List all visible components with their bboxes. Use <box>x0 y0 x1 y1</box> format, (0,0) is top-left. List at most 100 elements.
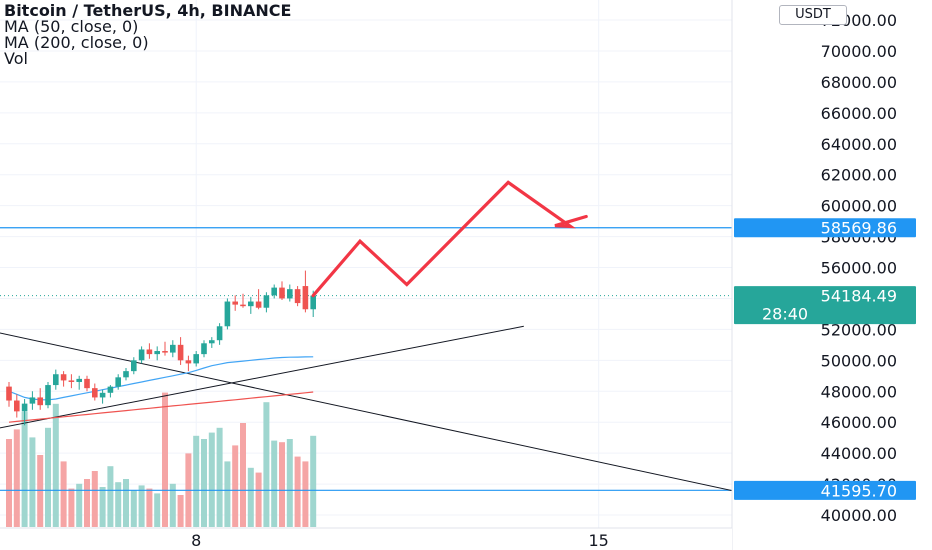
candle-body <box>68 380 75 382</box>
volume-bar <box>68 488 75 527</box>
volume-bar <box>216 427 223 527</box>
candle-body <box>45 385 51 406</box>
resistance-price-label: 58569.86 <box>821 219 897 238</box>
volume-bar <box>154 493 161 527</box>
candle-body <box>302 286 309 310</box>
projection-path <box>311 180 588 298</box>
price-tick-label: 62000.00 <box>821 166 897 185</box>
price-axis-background <box>732 0 932 550</box>
volume-bar <box>286 439 293 527</box>
candle <box>138 346 145 364</box>
volume-bar <box>13 429 20 527</box>
candle <box>193 351 199 367</box>
candle-body <box>271 287 277 296</box>
volume-bar <box>138 485 145 527</box>
candle <box>224 298 231 330</box>
volume-bar <box>99 487 106 527</box>
price-axis[interactable]: 72000.0070000.0068000.0066000.0064000.00… <box>731 0 932 550</box>
candle <box>60 371 67 387</box>
volume-indicator-label[interactable]: Vol <box>4 49 28 68</box>
price-tick-label: 64000.00 <box>821 135 897 154</box>
candle <box>201 340 207 358</box>
volume-bar <box>193 435 200 527</box>
candle <box>21 398 28 426</box>
candle <box>14 394 20 418</box>
candle <box>115 374 121 390</box>
candle <box>29 391 36 410</box>
candle <box>294 286 301 307</box>
candle-body <box>76 378 82 382</box>
candle-body <box>6 386 12 401</box>
candle-body <box>146 349 153 355</box>
candle-body <box>201 343 207 355</box>
candle <box>240 293 246 308</box>
candle <box>107 385 114 398</box>
candle <box>170 340 176 358</box>
volume-bar <box>6 439 12 527</box>
volume-bar <box>60 461 67 527</box>
candle-body <box>162 351 168 353</box>
current-price-label-background <box>734 286 916 325</box>
candle <box>92 383 98 401</box>
candle-body <box>84 378 90 389</box>
volume-bar <box>45 427 51 527</box>
time-tick-label: 15 <box>589 531 609 550</box>
time-axis[interactable]: 8 15 <box>0 527 732 550</box>
currency-button[interactable]: USDT <box>779 5 847 25</box>
volume-bar <box>76 483 83 527</box>
candlesticks <box>6 270 316 426</box>
candle-body <box>53 374 59 386</box>
volume-bar <box>21 411 28 527</box>
price-tick-label: 40000.00 <box>821 506 897 525</box>
candle <box>84 375 90 392</box>
candle-body <box>21 403 28 412</box>
candle-body <box>263 295 270 308</box>
candle <box>131 357 137 375</box>
candle <box>68 374 75 389</box>
volume-bar <box>146 488 153 527</box>
price-tick-label: 60000.00 <box>821 197 897 216</box>
candle-body <box>193 354 199 364</box>
chart-overlays <box>0 227 774 501</box>
candle <box>154 346 160 361</box>
candle <box>146 343 153 359</box>
candle-body <box>224 301 231 327</box>
chart-grid <box>0 0 732 528</box>
support-price-label-background <box>734 480 916 500</box>
candle <box>302 270 309 313</box>
candle-body <box>232 301 238 305</box>
candle-body <box>310 295 316 310</box>
candle-body <box>216 326 223 341</box>
candle <box>123 368 129 381</box>
volume-bar <box>255 472 262 527</box>
ma50-indicator-label[interactable]: MA (50, close, 0) <box>4 17 139 36</box>
candle <box>37 388 43 410</box>
volume-bar <box>310 435 317 527</box>
volume-bar <box>107 466 114 527</box>
candle <box>271 284 277 299</box>
candle-body <box>170 344 176 353</box>
candle-body <box>131 360 137 372</box>
candle-body <box>37 397 43 406</box>
candle-body <box>209 340 215 344</box>
current-price-label: 54184.49 <box>821 287 897 306</box>
support-price-label: 41595.70 <box>821 481 897 500</box>
drawings[interactable] <box>311 180 588 298</box>
volume-bar <box>130 490 137 527</box>
volume-bar <box>271 440 278 527</box>
volume-bar <box>201 439 207 527</box>
volume-bar <box>302 461 309 527</box>
price-tick-label: 50000.00 <box>821 351 897 370</box>
price-tick-label: 56000.00 <box>821 259 897 278</box>
candle <box>177 337 184 365</box>
chart-legend: Bitcoin / TetherUS, 4h, BINANCE MA (50, … <box>4 3 291 67</box>
candle-body <box>154 351 160 355</box>
ma200-indicator-label[interactable]: MA (200, close, 0) <box>4 33 149 52</box>
candle <box>185 355 192 372</box>
plot-background <box>0 0 732 528</box>
candle-body <box>138 349 145 361</box>
candle <box>53 369 59 390</box>
volume-bar <box>232 445 239 527</box>
volume-bar <box>91 471 98 527</box>
